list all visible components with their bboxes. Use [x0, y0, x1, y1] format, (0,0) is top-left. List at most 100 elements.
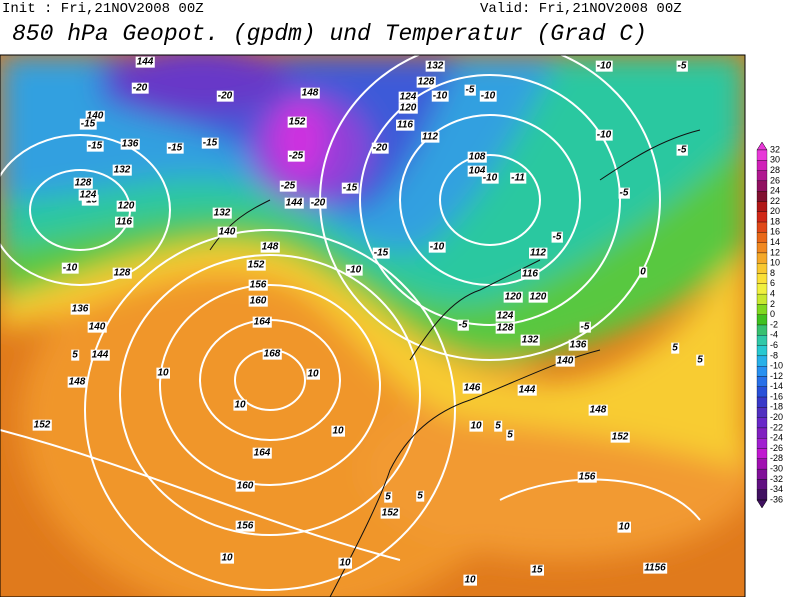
contour-label-bg [457, 319, 469, 331]
colorbar-segment [756, 345, 768, 357]
contour-label-bg [131, 82, 149, 94]
contour-label-bg [398, 91, 418, 103]
contour-label-bg [61, 262, 79, 274]
contour-label-bg [380, 507, 400, 519]
colorbar-label: -14 [770, 381, 783, 391]
colorbar-label: -28 [770, 453, 783, 463]
contour-label-bg [331, 425, 345, 437]
contour-label-bg [212, 207, 232, 219]
contour-label-bg [421, 131, 440, 143]
contour-label: 10 [307, 369, 319, 380]
contour-label-bg [530, 564, 544, 576]
contour-label: 152 [382, 508, 399, 519]
contour-label: 120 [530, 292, 547, 303]
contour-label-bg [260, 241, 280, 253]
colorbar-label: -30 [770, 463, 783, 473]
contour-label-bg [248, 279, 268, 291]
contour-label: -5 [620, 188, 629, 199]
colorbar-label: 30 [770, 155, 780, 165]
contour-label-bg [384, 491, 393, 503]
colorbar-segment [756, 427, 768, 439]
contour-label-bg [595, 129, 613, 141]
contour-label: 144 [519, 385, 536, 396]
contour-label-bg [252, 447, 272, 459]
contour-label-bg [235, 480, 255, 492]
map-area: 144-20-20140-15-15136-15-15132128-151241… [0, 55, 745, 597]
contour-label-bg [372, 247, 390, 259]
contour-label: 140 [557, 356, 574, 367]
contour-label: 152 [289, 117, 306, 128]
contour-label-bg [555, 355, 575, 367]
contour-label: 156 [250, 280, 267, 291]
contour-label-bg [32, 419, 52, 431]
contour-label-bg [341, 182, 359, 194]
contour-label: 132 [214, 208, 231, 219]
colorbar-segment [756, 191, 768, 202]
colorbar-label: -4 [770, 330, 778, 340]
colorbar-segment [756, 376, 768, 387]
contour-label: 144 [137, 57, 154, 68]
contour-label: 5 [417, 491, 423, 502]
contour-label: 160 [237, 481, 254, 492]
colorbar-segment [756, 417, 768, 429]
contour-label: 140 [87, 111, 104, 122]
contour-label: -15 [203, 138, 218, 149]
contour-label: 112 [422, 132, 438, 143]
contour-label: 5 [495, 421, 501, 432]
colorbar-segment [756, 366, 768, 377]
init-time: Init : Fri,21NOV2008 00Z [2, 1, 204, 17]
contour-label: -5 [678, 61, 687, 72]
colorbar-label: -32 [770, 474, 783, 484]
contour-label-bg [371, 142, 389, 154]
contour-label-bg [520, 334, 540, 346]
contour-label-bg [595, 60, 613, 72]
contour-label-bg [115, 216, 134, 228]
contour-label: -10 [483, 173, 498, 184]
contour-label-bg [495, 322, 515, 334]
colorbar-label: 26 [770, 175, 780, 185]
contour-label-bg [166, 142, 184, 154]
contour-label-bg [112, 164, 132, 176]
colorbar-segment [756, 489, 768, 501]
contour-label: 116 [397, 120, 413, 131]
contour-label-bg [71, 349, 80, 361]
contour-label-bg [78, 189, 98, 201]
contour-label-bg [479, 90, 497, 102]
contour-label-bg [464, 84, 476, 96]
colorbar-label: 16 [770, 227, 780, 237]
contour-label-bg [112, 267, 132, 279]
contour-label: -5 [553, 232, 562, 243]
contour-label: 136 [570, 340, 587, 351]
contour-label-bg [577, 471, 597, 483]
contour-label-bg [73, 177, 93, 189]
colorbar-label: 0 [770, 309, 775, 319]
contour-label: 140 [89, 322, 106, 333]
contour-label-bg [428, 241, 446, 253]
colorbar-segment [756, 355, 768, 367]
contour-label: 132 [522, 335, 539, 346]
contour-label: 132 [427, 61, 444, 72]
contour-label: 1156 [644, 563, 666, 574]
contour-label-bg [495, 310, 515, 322]
contour-label: 132 [114, 165, 131, 176]
colorbar-label: 10 [770, 258, 780, 268]
colorbar-label: 4 [770, 288, 775, 298]
colorbar-label: 24 [770, 186, 780, 196]
contour-label: 10 [339, 558, 351, 569]
contour-label-bg [671, 342, 680, 354]
contour-label: 168 [264, 349, 281, 360]
contour-label: -10 [597, 61, 612, 72]
contour-label-bg [284, 197, 304, 209]
colorbar-segment [756, 160, 768, 171]
colorbar-segment [756, 180, 768, 192]
colorbar-segment [756, 479, 768, 490]
contour-label: -10 [481, 91, 496, 102]
colorbar-label: 8 [770, 268, 775, 278]
contour-label: -15 [81, 119, 96, 130]
colorbar-segment [756, 201, 768, 212]
contour-label: -25 [281, 181, 296, 192]
contour-label-bg [220, 552, 234, 564]
contour-label-bg [252, 316, 272, 328]
